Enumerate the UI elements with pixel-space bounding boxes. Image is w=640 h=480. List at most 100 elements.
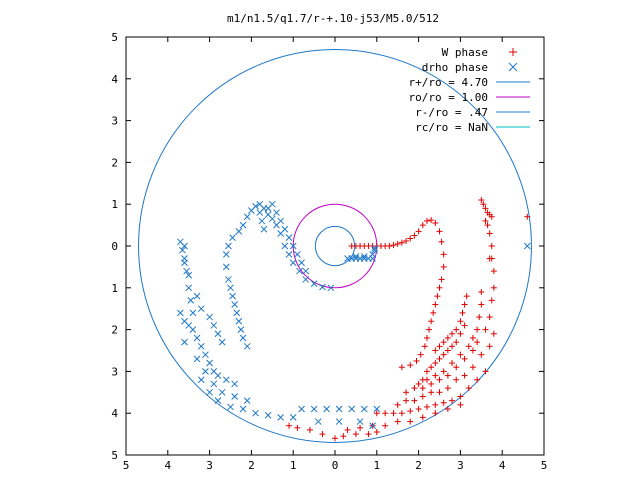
point-1-79 [314, 418, 322, 425]
x-tick-label-1: 4 [164, 459, 171, 472]
point-1-52 [214, 372, 222, 379]
point-0-126 [306, 426, 313, 433]
point-0-112 [474, 376, 481, 383]
point-1-61 [231, 393, 239, 400]
x-tick-label-3: 2 [248, 459, 255, 472]
point-1-58 [202, 368, 209, 375]
point-0-85 [490, 268, 497, 275]
point-0-36 [407, 362, 414, 369]
point-0-70 [478, 288, 485, 295]
point-0-95 [461, 372, 468, 379]
point-0-74 [428, 380, 435, 387]
point-1-96 [179, 246, 186, 254]
point-0-110 [457, 393, 464, 400]
point-1-59 [210, 380, 218, 388]
point-0-32 [423, 334, 430, 341]
point-0-39 [436, 343, 443, 350]
point-1-43 [243, 342, 251, 350]
point-0-114 [344, 426, 351, 433]
point-1-101 [260, 225, 268, 233]
point-0-71 [403, 389, 410, 396]
point-0-9 [386, 243, 393, 249]
point-0-35 [413, 357, 420, 364]
point-0-49 [428, 364, 435, 371]
point-0-67 [474, 326, 481, 333]
point-0-22 [438, 238, 445, 245]
point-0-113 [482, 368, 489, 375]
point-1-75 [335, 405, 343, 413]
point-1-87 [187, 296, 195, 304]
point-1-16 [296, 267, 303, 275]
point-0-81 [482, 326, 489, 333]
point-0-10 [390, 242, 397, 249]
point-0-120 [419, 414, 426, 421]
point-0-13 [403, 237, 410, 244]
point-0-48 [423, 368, 430, 375]
point-0-33 [421, 343, 428, 350]
point-1-111 [302, 267, 310, 275]
y-tick-label-4: 1 [111, 282, 118, 295]
legend-label-4: r-/ro = .47 [415, 106, 488, 119]
point-0-14 [407, 235, 414, 242]
point-1-56 [181, 338, 188, 346]
point-0-107 [432, 401, 439, 408]
point-0-30 [428, 318, 435, 325]
point-0-61 [432, 372, 439, 379]
point-1-18 [285, 251, 293, 258]
point-1-15 [302, 276, 310, 283]
point-1-55 [176, 309, 184, 317]
legend-label-2: r+/ro = 4.70 [409, 76, 488, 89]
point-1-27 [248, 207, 255, 214]
point-1-9 [369, 251, 376, 258]
point-0-143 [486, 255, 493, 262]
point-0-75 [436, 376, 443, 383]
legend-swatch-0 [509, 48, 517, 56]
point-1-95 [176, 238, 184, 246]
point-0-47 [463, 293, 470, 300]
point-0-142 [488, 243, 495, 249]
x-tick-label-10: 5 [541, 459, 548, 472]
point-0-129 [340, 433, 347, 440]
point-1-8 [360, 253, 368, 260]
point-0-83 [488, 297, 495, 304]
point-1-100 [258, 217, 266, 225]
point-0-79 [469, 347, 476, 354]
legend-label-1: drho phase [422, 61, 488, 74]
point-0-109 [449, 397, 456, 404]
point-0-121 [432, 410, 439, 417]
x-tick-label-5: 0 [332, 459, 339, 472]
point-1-57 [193, 355, 201, 363]
point-1-80 [335, 418, 343, 425]
point-1-99 [256, 209, 264, 216]
y-tick-label-6: 1 [111, 198, 118, 211]
point-1-112 [523, 242, 531, 250]
point-0-139 [482, 217, 489, 224]
point-1-82 [369, 422, 376, 430]
point-0-132 [373, 429, 380, 436]
point-0-88 [403, 397, 410, 404]
point-1-107 [285, 234, 293, 241]
point-0-119 [407, 418, 414, 425]
point-1-71 [289, 414, 297, 421]
point-0-31 [426, 326, 433, 333]
x-tick-label-4: 1 [290, 459, 297, 472]
y-tick-label-1: 4 [111, 407, 118, 420]
point-0-46 [461, 301, 468, 308]
point-1-64 [206, 388, 213, 396]
point-0-16 [415, 228, 422, 235]
point-1-49 [202, 351, 209, 359]
point-0-103 [398, 410, 405, 417]
point-0-117 [382, 422, 389, 429]
point-1-92 [210, 322, 218, 329]
point-1-13 [319, 283, 326, 291]
point-0-96 [469, 364, 476, 371]
point-1-108 [289, 242, 297, 250]
y-tick-label-8: 3 [111, 115, 118, 128]
point-0-29 [430, 309, 437, 316]
point-1-33 [222, 251, 230, 258]
point-1-109 [294, 251, 301, 258]
point-1-29 [239, 221, 247, 229]
point-0-64 [457, 351, 464, 358]
point-0-91 [428, 389, 435, 396]
point-0-76 [444, 372, 451, 379]
